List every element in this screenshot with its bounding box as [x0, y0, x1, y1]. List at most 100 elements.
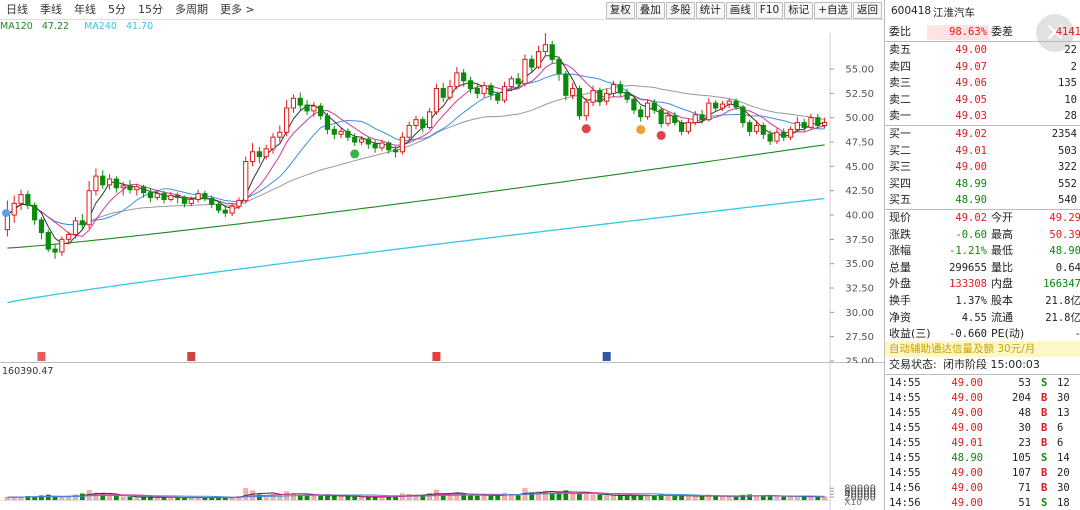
volume-bar[interactable]: [720, 496, 725, 501]
candle-body[interactable]: [345, 130, 351, 138]
volume-bar[interactable]: [672, 496, 678, 501]
candle-body[interactable]: [120, 185, 126, 189]
volume-bar[interactable]: [134, 497, 140, 501]
candle-body[interactable]: [202, 193, 208, 199]
candle-body[interactable]: [624, 91, 630, 100]
candle-body[interactable]: [86, 190, 92, 226]
volume-bar[interactable]: [754, 495, 759, 501]
candle-body[interactable]: [719, 103, 726, 109]
volume-bar[interactable]: [154, 497, 160, 501]
candle-body[interactable]: [195, 193, 201, 200]
candle-body[interactable]: [229, 205, 235, 214]
volume-bar[interactable]: [79, 493, 85, 501]
candle-body[interactable]: [767, 133, 773, 142]
candle-body[interactable]: [379, 142, 385, 149]
tab-more[interactable]: 更多 >: [220, 3, 255, 16]
candle-body[interactable]: [181, 197, 188, 204]
candle-body[interactable]: [549, 44, 555, 60]
candle-body[interactable]: [243, 161, 249, 201]
candle-body[interactable]: [420, 119, 426, 128]
candle-body[interactable]: [352, 136, 358, 143]
candle-body[interactable]: [808, 117, 814, 128]
volume-bar[interactable]: [168, 497, 174, 501]
event-marker[interactable]: [602, 352, 611, 361]
candle-body[interactable]: [597, 89, 603, 102]
volume-bar[interactable]: [801, 496, 807, 501]
candle-body[interactable]: [79, 220, 85, 226]
volume-bar[interactable]: [815, 496, 821, 501]
candle-body[interactable]: [72, 220, 79, 235]
candle-body[interactable]: [290, 97, 297, 109]
volume-bar[interactable]: [420, 495, 426, 501]
candle-body[interactable]: [93, 175, 99, 192]
add-watchlist-button[interactable]: +自选: [814, 2, 852, 19]
candle-body[interactable]: [461, 72, 467, 82]
event-marker[interactable]: [37, 352, 46, 361]
candle-body[interactable]: [760, 125, 766, 135]
volume-bar[interactable]: [495, 495, 501, 501]
candle-body[interactable]: [324, 115, 331, 130]
candle-body[interactable]: [38, 219, 45, 234]
candle-body[interactable]: [529, 58, 535, 68]
candle-body[interactable]: [821, 122, 828, 127]
candle-body[interactable]: [781, 131, 787, 138]
candle-body[interactable]: [59, 238, 65, 253]
candle-body[interactable]: [263, 148, 269, 158]
candle-body[interactable]: [447, 86, 453, 98]
candle-body[interactable]: [665, 115, 671, 125]
volume-bar[interactable]: [590, 494, 596, 501]
volume-bar[interactable]: [788, 496, 793, 501]
candle-body[interactable]: [154, 193, 160, 199]
candle-body[interactable]: [617, 84, 623, 93]
candle-body[interactable]: [610, 84, 617, 94]
candle-body[interactable]: [678, 122, 685, 132]
candle-body[interactable]: [140, 186, 147, 194]
candle-body[interactable]: [815, 117, 821, 127]
volume-bar[interactable]: [570, 493, 576, 501]
candle-body[interactable]: [508, 78, 514, 88]
candle-body[interactable]: [644, 102, 651, 118]
volume-bar[interactable]: [304, 495, 310, 501]
mark-button[interactable]: 标记: [784, 2, 814, 19]
tab-15min[interactable]: 15分: [138, 3, 163, 16]
candle-body[interactable]: [318, 105, 324, 117]
event-marker[interactable]: [187, 352, 196, 361]
volume-bar[interactable]: [379, 496, 385, 501]
candle-body[interactable]: [801, 122, 807, 128]
candle-body[interactable]: [358, 138, 365, 143]
volume-bar[interactable]: [141, 496, 147, 501]
volume-bar[interactable]: [699, 496, 705, 501]
signal-badge[interactable]: [656, 130, 666, 140]
candle-body[interactable]: [134, 186, 140, 191]
candle-body[interactable]: [427, 111, 433, 128]
candle-body[interactable]: [52, 248, 58, 253]
candle-body[interactable]: [113, 178, 119, 189]
candle-body[interactable]: [638, 109, 644, 118]
candle-body[interactable]: [467, 80, 474, 90]
volume-bar[interactable]: [66, 496, 72, 501]
statistics-button[interactable]: 统计: [695, 2, 725, 19]
candle-body[interactable]: [175, 195, 181, 199]
volume-bar[interactable]: [365, 496, 371, 501]
candle-body[interactable]: [474, 88, 480, 94]
volume-bar[interactable]: [733, 496, 739, 501]
candle-body[interactable]: [515, 78, 521, 85]
candle-body[interactable]: [386, 142, 392, 151]
candle-body[interactable]: [706, 102, 712, 121]
candle-body[interactable]: [209, 197, 215, 205]
volume-bar[interactable]: [617, 495, 623, 501]
candle-body[interactable]: [522, 58, 528, 85]
candle-body[interactable]: [168, 195, 174, 200]
volume-bar[interactable]: [502, 492, 507, 501]
volume-bar[interactable]: [175, 497, 181, 501]
candle-body[interactable]: [256, 151, 262, 158]
event-marker[interactable]: [432, 352, 441, 361]
candle-body[interactable]: [740, 106, 746, 124]
candle-body[interactable]: [631, 98, 637, 111]
signal-badge[interactable]: [350, 149, 360, 159]
candle-body[interactable]: [365, 138, 371, 145]
volume-bar[interactable]: [468, 495, 473, 501]
candle-body[interactable]: [556, 58, 562, 75]
volume-bar[interactable]: [359, 497, 364, 501]
